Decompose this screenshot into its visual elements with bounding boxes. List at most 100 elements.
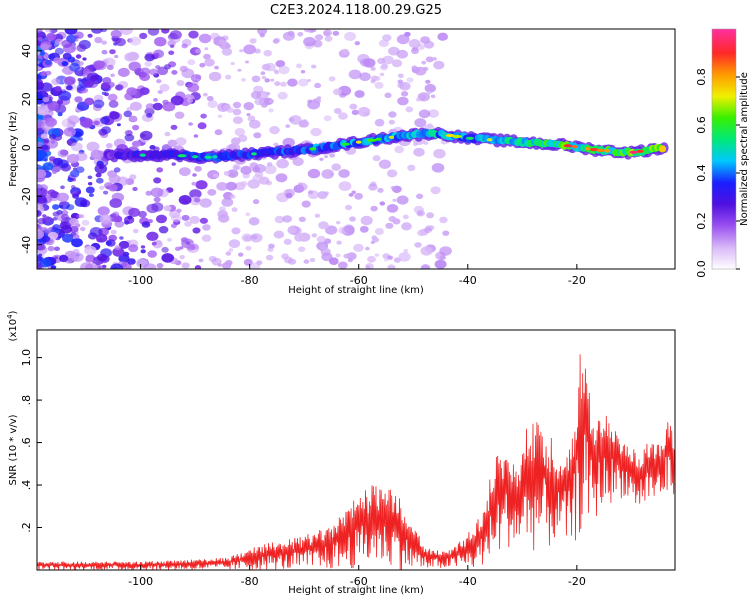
noise-speck	[388, 46, 400, 56]
noise-speck	[185, 241, 191, 245]
noise-speck	[191, 181, 197, 186]
noise-speck	[254, 48, 261, 54]
noise-speck	[197, 122, 207, 130]
noise-speck	[94, 163, 108, 174]
noise-speck	[349, 103, 358, 110]
noise-speck	[107, 93, 118, 102]
noise-speck	[249, 38, 257, 44]
noise-speck	[228, 248, 234, 252]
spectrogram-y-label: Frequency (Hz)	[8, 111, 19, 187]
noise-speck	[129, 174, 137, 180]
noise-speck	[249, 162, 259, 169]
spectrogram-x-tick-label: -60	[350, 274, 368, 287]
noise-speck	[273, 230, 285, 239]
noise-speck	[275, 173, 288, 183]
noise-speck	[333, 108, 342, 114]
snr-y-ticks: .2 .4 .6 .8 1.0	[20, 349, 42, 533]
noise-speck	[123, 251, 130, 257]
noise-speck	[382, 55, 394, 65]
noise-speck	[181, 262, 190, 269]
noise-speck	[37, 60, 40, 65]
noise-speck	[146, 231, 159, 241]
noise-speck	[283, 256, 293, 264]
noise-speck	[181, 214, 190, 221]
noise-speck	[406, 77, 414, 83]
noise-speck	[71, 238, 83, 248]
noise-speck	[124, 52, 136, 62]
noise-speck	[45, 29, 52, 33]
noise-speck	[217, 114, 223, 119]
noise-speck	[54, 38, 64, 45]
noise-speck	[295, 63, 303, 69]
noise-speck	[338, 169, 350, 178]
noise-speck	[37, 40, 41, 46]
noise-speck	[164, 64, 171, 70]
noise-speck	[60, 185, 65, 190]
spectrogram-x-ticks: -100 -80 -60 -40 -20	[128, 264, 586, 287]
noise-speck	[139, 130, 153, 141]
noise-speck	[225, 181, 237, 191]
noise-speck	[221, 47, 233, 56]
noise-speck	[37, 105, 49, 116]
noise-speck	[257, 29, 268, 35]
noise-speck	[199, 198, 212, 208]
noise-speck	[310, 127, 322, 137]
ridge-core	[585, 147, 591, 151]
noise-speck	[415, 97, 421, 102]
noise-speck	[79, 226, 86, 232]
noise-speck	[169, 44, 175, 48]
noise-speck	[156, 214, 167, 224]
noise-speck	[420, 246, 433, 256]
noise-speck	[418, 109, 431, 119]
noise-speck	[128, 207, 141, 217]
noise-speck	[359, 72, 371, 82]
noise-speck	[140, 245, 146, 249]
noise-speck	[71, 252, 84, 262]
noise-speck	[195, 48, 201, 54]
snr-y-tick-label: 1.0	[20, 349, 33, 367]
noise-speck	[308, 29, 314, 34]
noise-speck	[432, 57, 437, 61]
noise-speck	[62, 233, 74, 243]
noise-speck	[317, 96, 322, 100]
noise-speck	[316, 235, 326, 243]
noise-speck	[240, 165, 252, 175]
noise-speck	[249, 262, 261, 269]
noise-speck	[186, 98, 194, 103]
noise-speck	[110, 73, 115, 78]
noise-speck	[40, 71, 47, 77]
noise-speck	[199, 62, 206, 68]
noise-speck	[268, 108, 274, 113]
noise-speck	[179, 246, 184, 250]
noise-speck	[88, 182, 93, 186]
noise-speck	[108, 100, 119, 108]
noise-speck	[417, 229, 426, 237]
noise-speck	[46, 32, 57, 41]
noise-speck	[110, 29, 122, 39]
noise-speck	[402, 214, 409, 220]
noise-speck	[324, 191, 329, 196]
noise-speck	[212, 173, 219, 178]
noise-speck	[308, 190, 314, 195]
noise-speck	[140, 249, 146, 254]
noise-speck	[170, 214, 182, 223]
noise-speck	[408, 39, 421, 48]
ridge-core	[355, 140, 362, 144]
noise-speck	[60, 149, 69, 156]
noise-speck	[194, 165, 202, 172]
noise-speck	[37, 149, 47, 159]
noise-speck	[414, 66, 427, 76]
noise-speck	[223, 171, 230, 176]
noise-speck	[341, 48, 349, 55]
colorbar-tick-label: 0.6	[695, 116, 708, 134]
noise-speck	[40, 133, 48, 139]
noise-speck	[365, 265, 371, 269]
noise-speck	[42, 137, 50, 144]
noise-speck	[146, 113, 153, 118]
noise-speck	[139, 32, 148, 40]
noise-speck	[143, 263, 157, 269]
noise-speck	[54, 47, 64, 55]
noise-speck	[37, 202, 44, 213]
noise-speck	[378, 39, 389, 48]
noise-speck	[108, 184, 118, 192]
